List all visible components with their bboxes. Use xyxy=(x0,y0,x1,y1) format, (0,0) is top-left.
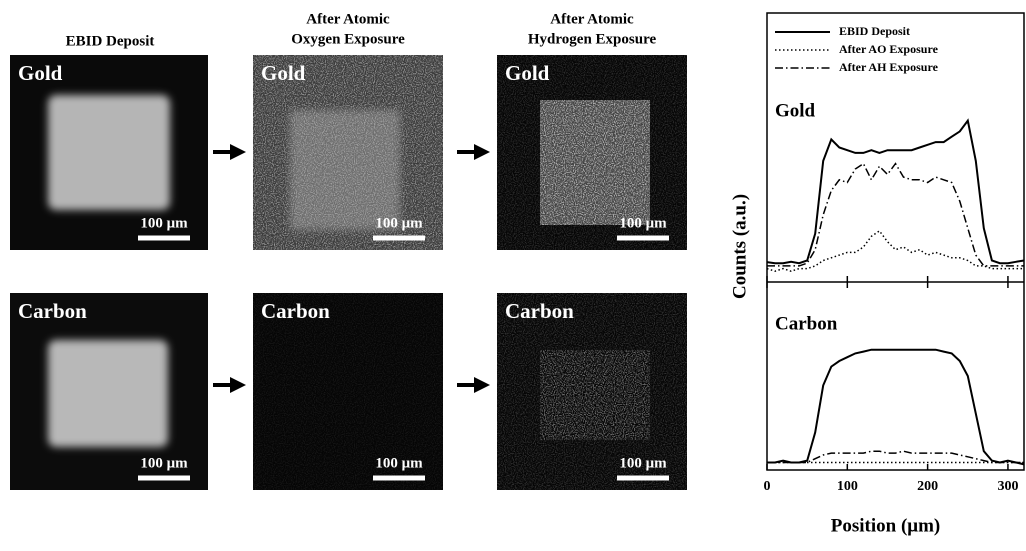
image-grid xyxy=(10,55,687,490)
panel-label: Carbon xyxy=(505,299,574,323)
panel-label: Carbon xyxy=(775,313,838,334)
scale-label: 100 μm xyxy=(375,215,423,231)
x-tick-label: 100 xyxy=(837,479,858,494)
scale-label: 100 μm xyxy=(375,455,423,471)
column-header: After Atomic xyxy=(550,11,634,27)
panel-label: Gold xyxy=(18,61,63,85)
profile-line xyxy=(766,229,1024,272)
legend-label: After AH Exposure xyxy=(839,60,939,74)
panel-label: Carbon xyxy=(261,299,330,323)
scale-label: 100 μm xyxy=(140,455,188,471)
deposit xyxy=(48,340,168,447)
x-tick-label: 200 xyxy=(917,479,938,494)
profile-line xyxy=(767,348,1025,466)
column-header: Oxygen Exposure xyxy=(291,31,405,47)
panel-label: Gold xyxy=(505,61,550,85)
scale-label: 100 μm xyxy=(619,215,667,231)
x-tick-label: 0 xyxy=(764,479,771,494)
panel-label: Gold xyxy=(775,100,816,121)
y-axis-label: Counts (a.u.) xyxy=(729,194,750,299)
panel-label: Carbon xyxy=(18,299,87,323)
legend-label: EBID Deposit xyxy=(839,24,910,38)
column-header: After Atomic xyxy=(306,11,390,27)
profile-line xyxy=(767,162,1024,267)
deposit xyxy=(290,110,400,230)
image-noise xyxy=(253,293,443,490)
profile-line xyxy=(767,450,1024,464)
panel-label: Gold xyxy=(261,61,306,85)
image-noise xyxy=(540,100,650,225)
deposit xyxy=(48,95,170,210)
legend-label: After AO Exposure xyxy=(839,42,939,56)
deposit xyxy=(540,350,650,440)
profile-line xyxy=(766,118,1025,265)
scale-label: 100 μm xyxy=(619,455,667,471)
x-tick-label: 300 xyxy=(997,479,1018,494)
scale-label: 100 μm xyxy=(140,215,188,231)
plot-frame xyxy=(766,12,1025,471)
x-axis-label: Position (μm) xyxy=(831,515,940,536)
column-header: EBID Deposit xyxy=(66,33,155,49)
column-header: Hydrogen Exposure xyxy=(528,31,657,47)
